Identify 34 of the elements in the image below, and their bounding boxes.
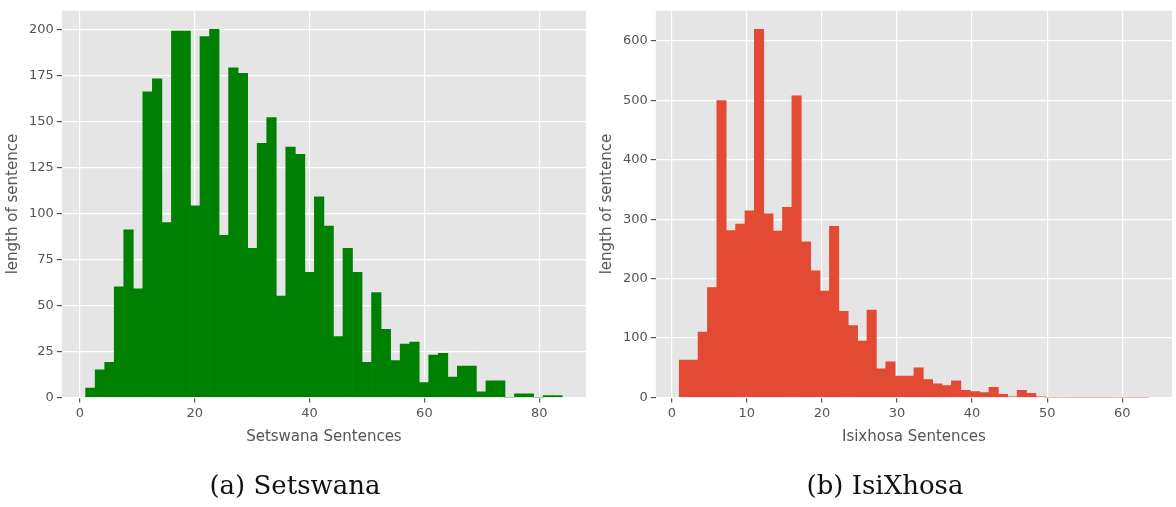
y-tick-label: 50 — [37, 296, 54, 312]
y-tick-label: 100 — [622, 329, 648, 345]
x-tick-label: 20 — [813, 404, 831, 420]
y-tick-label: 600 — [622, 32, 648, 48]
x-tick-label: 40 — [963, 404, 981, 420]
y-tick-label: 400 — [622, 151, 648, 167]
x-tick-label: 60 — [1113, 404, 1131, 420]
x-tick-label: 60 — [416, 404, 433, 420]
x-tick-label: 0 — [667, 404, 676, 420]
y-axis-title: length of sentence — [596, 133, 615, 275]
x-tick-label: 40 — [301, 404, 318, 420]
y-tick-label: 175 — [28, 66, 54, 82]
y-tick-label: 75 — [37, 250, 54, 266]
y-tick-label: 150 — [28, 112, 54, 128]
y-tick-label: 0 — [639, 388, 648, 404]
text: (b) IsiXhosa — [805, 470, 965, 500]
y-tick-label: 200 — [622, 270, 648, 285]
y-tick-label: 125 — [28, 158, 54, 174]
y-tick-label: 200 — [28, 20, 54, 36]
x-tick-label: 10 — [738, 404, 756, 420]
y-tick-label: 100 — [28, 204, 54, 220]
x-tick-label: 30 — [888, 404, 906, 420]
y-tick-label: 500 — [622, 91, 648, 107]
text: (a) Setswana — [208, 470, 382, 500]
y-tick-label: 300 — [622, 210, 648, 226]
x-axis-title: Isixhosa Sentences — [841, 426, 987, 445]
y-tick-label: 0 — [45, 388, 54, 404]
x-tick-label: 80 — [530, 404, 548, 420]
x-tick-label: 50 — [1038, 404, 1056, 420]
x-tick-label: 0 — [75, 404, 85, 420]
x-axis-title: Setswana Sentences — [246, 426, 402, 445]
y-axis-title: length of sentence — [2, 133, 21, 275]
x-tick-label: 20 — [186, 404, 203, 420]
y-tick-label: 25 — [37, 342, 54, 358]
